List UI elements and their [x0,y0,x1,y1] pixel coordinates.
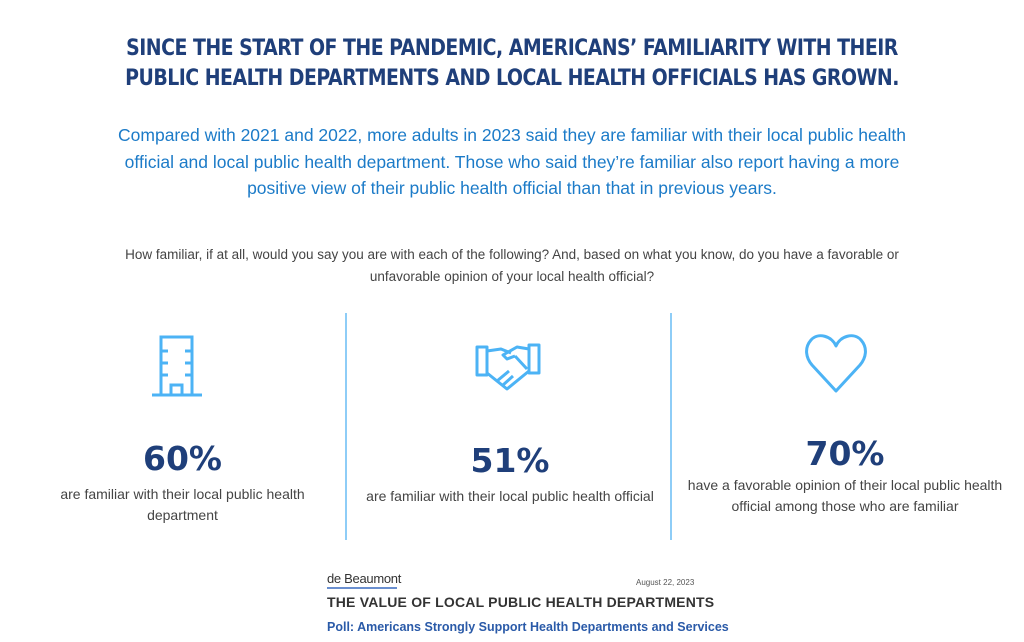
stat-value: 70% [805,434,885,473]
logo-tagline-bar [327,587,397,589]
heart-icon [804,332,868,399]
stat-description: are familiar with their local public hea… [60,486,305,523]
headline: SINCE THE START OF THE PANDEMIC, AMERICA… [72,34,953,94]
headline-line-1: SINCE THE START OF THE PANDEMIC, AMERICA… [126,36,898,61]
stat-card-official: 51% are familiar with their local public… [360,442,660,507]
stat-description: are familiar with their local public hea… [366,488,654,504]
stat-card-department: 60% are familiar with their local public… [30,440,335,526]
de-beaumont-logo: de Beaumont [327,571,402,586]
column-divider [670,313,672,540]
stat-description: have a favorable opinion of their local … [687,477,1003,514]
stat-value: 60% [143,439,222,478]
stat-value: 51% [470,441,550,480]
publication-date: August 22, 2023 [636,578,695,587]
report-title: THE VALUE OF LOCAL PUBLIC HEALTH DEPARTM… [327,594,715,610]
intro-paragraph: Compared with 2021 and 2022, more adults… [118,125,906,198]
report-subtitle: Poll: Americans Strongly Support Health … [327,620,729,634]
building-icon [152,335,202,402]
survey-question: How familiar, if at all, would you say y… [125,247,899,284]
stat-card-favorable: 70% have a favorable opinion of their lo… [680,435,1010,517]
column-divider [345,313,347,540]
handshake-icon [475,343,541,398]
headline-line-2: PUBLIC HEALTH DEPARTMENTS AND LOCAL HEAL… [125,66,899,91]
